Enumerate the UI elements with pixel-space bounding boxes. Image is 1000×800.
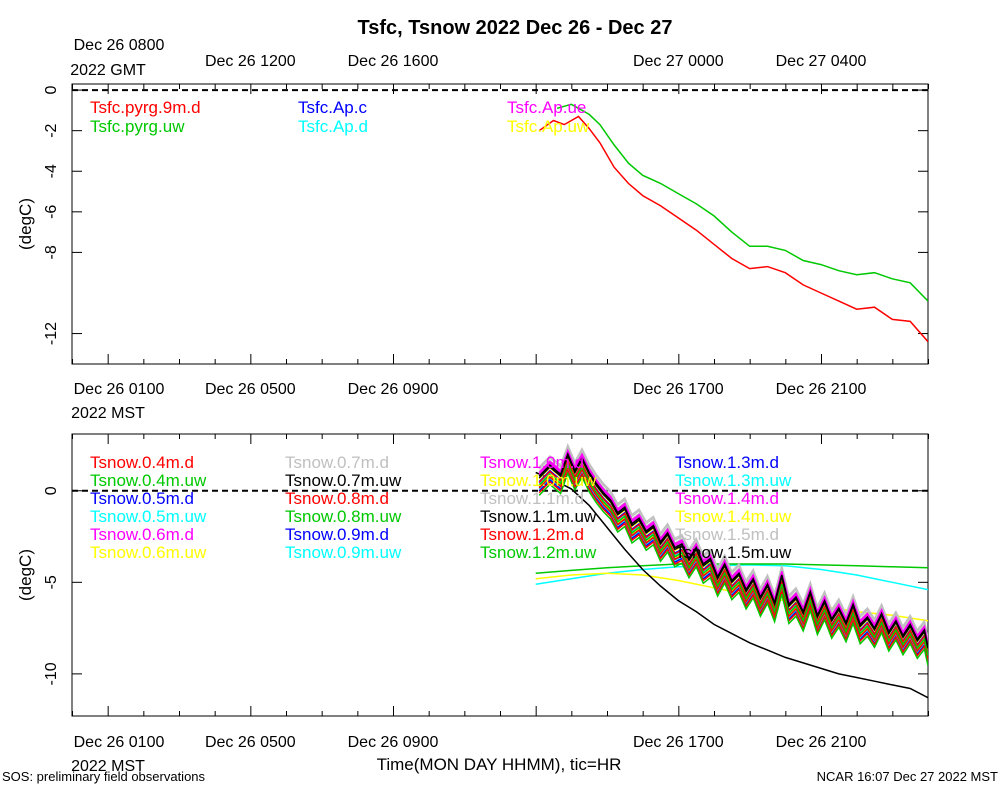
legend-entry-Tsfc.Ap.uw: Tsfc.Ap.uw (507, 117, 590, 136)
legend-entry-Tsnow.0.6m.d: Tsnow.0.6m.d (90, 525, 194, 544)
series-Tsnow.0.8m.uw (538, 461, 928, 656)
mst-axis-label-bottom-2: Dec 26 1700 (633, 734, 724, 751)
tsnow-y-tick-label: 0 (43, 486, 60, 495)
legend-entry-Tsnow.0.9m.d: Tsnow.0.9m.d (285, 525, 389, 544)
mst-axis-label-top-0: Dec 26 0500 (205, 381, 296, 398)
series-Tsnow.0.4m.uw (538, 471, 928, 666)
series-Tsnow.1.4m.d (538, 448, 928, 643)
tsnow-y-tick-label: -10 (43, 662, 60, 685)
tsnow-y-tick-label: -5 (43, 575, 60, 589)
legend-entry-Tsnow.0.7m.d: Tsnow.0.7m.d (285, 453, 389, 472)
legend-entry-Tsfc.Ap.c: Tsfc.Ap.c (298, 98, 367, 117)
mst-axis-label-bottom-3: Dec 26 2100 (776, 734, 867, 751)
tsnow-panel: 0-5-10(degC)Tsnow.0.4m.dTsnow.0.4m.uwTsn… (16, 433, 929, 717)
series-Tsnow.1.1m.uw (538, 452, 928, 647)
gmt-axis-label-late-0: Dec 27 0000 (633, 53, 724, 70)
legend-entry-Tsnow.1.4m.d: Tsnow.1.4m.d (675, 489, 779, 508)
legend-entry-Tsfc.Ap.d: Tsfc.Ap.d (298, 117, 368, 136)
mst-axis-first-label-line1-bottom: Dec 26 0100 (74, 734, 165, 751)
series-Tsnow.0.4m.d (538, 468, 928, 664)
series-Tsnow.1.0m.d (538, 450, 928, 645)
tsfc-y-axis-label: (degC) (16, 198, 35, 250)
mst-axis-label-top-1: Dec 26 0900 (348, 381, 439, 398)
tsfc-panel: 0 -2 -4 -6 -8 -12 (degC) Tsfc.pyrg.9m.dTsfc.pyr… (16, 83, 929, 365)
tsfc-y-tick-label: -8 (43, 245, 60, 259)
tsfc-y-tick-label: -2 (43, 123, 60, 137)
gmt-axis-label-1: Dec 26 1600 (348, 53, 439, 70)
legend-entry-Tsnow.1.1m.uw: Tsnow.1.1m.uw (480, 507, 597, 526)
mst-axis-label-top-2: Dec 26 1700 (633, 381, 724, 398)
legend-entry-Tsnow.1.3m.d: Tsnow.1.3m.d (675, 453, 779, 472)
x-axis-label: Time(MON DAY HHMM), tic=HR (377, 755, 622, 774)
series-Tsnow.0.7m.uw (538, 453, 928, 649)
series-Tsnow.1.5m.d (538, 442, 928, 638)
legend-entry-Tsnow.1.0m.uw: Tsnow.1.0m.uw (480, 471, 597, 490)
tsnow-y-axis-label: (degC) (16, 549, 35, 601)
mst-axis-labels-bottom: Dec 26 0500 Dec 26 0900 Dec 26 1700 Dec 26 … (205, 734, 867, 751)
legend-entry-Tsnow.0.4m.uw: Tsnow.0.4m.uw (90, 471, 207, 490)
series-Tsfc.pyrg.9m.d (538, 115, 928, 343)
legend-entry-Tsnow.0.5m.d: Tsnow.0.5m.d (90, 489, 194, 508)
series-Tsnow.1.2m.d (538, 458, 928, 653)
legend-entry-Tsnow.1.2m.uw: Tsnow.1.2m.uw (480, 543, 597, 562)
tsfc-y-tick-label: 0 (43, 86, 60, 95)
mst-axis-first-label-line1-top: Dec 26 0100 (74, 381, 165, 398)
footer-right: NCAR 16:07 Dec 27 2022 MST (817, 769, 998, 784)
mst-axis-first-label-line2-top: 2022 MST (71, 405, 145, 422)
legend-entry-Tsnow.1.2m.d: Tsnow.1.2m.d (480, 525, 584, 544)
legend-entry-Tsnow.0.5m.uw: Tsnow.0.5m.uw (90, 507, 207, 526)
legend-entry-Tsfc.pyrg.uw: Tsfc.pyrg.uw (90, 117, 185, 136)
legend-entry-Tsnow.0.8m.uw: Tsnow.0.8m.uw (285, 507, 402, 526)
legend-entry-Tsnow.0.7m.uw: Tsnow.0.7m.uw (285, 471, 402, 490)
legend-entry-Tsfc.pyrg.9m.d: Tsfc.pyrg.9m.d (90, 98, 201, 117)
mst-axis-label-bottom-0: Dec 26 0500 (205, 734, 296, 751)
tsfc-y-tick-label: -6 (43, 205, 60, 219)
legend-entry-Tsnow.1.3m.uw: Tsnow.1.3m.uw (675, 471, 792, 490)
legend-entry-Tsfc.Ap.ue: Tsfc.Ap.ue (507, 98, 586, 117)
series-Tsnow.1.5m.uw (535, 471, 928, 699)
gmt-axis-label-late-1: Dec 27 0400 (776, 53, 867, 70)
legend-entry-Tsnow.1.1m.d: Tsnow.1.1m.d (480, 489, 584, 508)
mst-axis-first-label-line2-bottom: 2022 MST (71, 758, 145, 775)
footer-left: SOS: preliminary field observations (2, 769, 206, 784)
series-Tsfc.pyrg.uw (556, 103, 928, 302)
tsfc-y-tick-label: -12 (43, 322, 60, 345)
mst-axis-label-top-3: Dec 26 2100 (776, 381, 867, 398)
gmt-axis-first-label-line2: 2022 GMT (70, 62, 146, 79)
legend-entry-Tsnow.1.4m.uw: Tsnow.1.4m.uw (675, 507, 792, 526)
legend-entry-Tsnow.0.4m.d: Tsnow.0.4m.d (90, 453, 194, 472)
series-Tsnow.0.7m.d (538, 444, 928, 640)
tsfc-plot-frame (71, 83, 929, 365)
legend-entry-Tsnow.1.0m.d: Tsnow.1.0m.d (480, 453, 584, 472)
legend-entry-Tsnow.0.8m.d: Tsnow.0.8m.d (285, 489, 389, 508)
legend-entry-Tsnow.1.5m.uw: Tsnow.1.5m.uw (675, 543, 792, 562)
gmt-axis-label-0: Dec 26 1200 (205, 53, 296, 70)
tsfc-y-tick-label: -4 (43, 164, 60, 178)
series-Tsnow.1.2m.uw (535, 563, 928, 574)
mst-axis-labels-top: Dec 26 0500 Dec 26 0900 Dec 26 1700 Dec 26 … (205, 381, 867, 398)
series-Tsnow.0.8m.d (538, 463, 928, 659)
gmt-axis-labels: Dec 26 1200 Dec 26 1600 Dec 27 0000 Dec 27 … (205, 53, 867, 70)
legend-entry-Tsnow.0.9m.uw: Tsnow.0.9m.uw (285, 543, 402, 562)
legend-entry-Tsnow.1.5m.d: Tsnow.1.5m.d (675, 525, 779, 544)
legend-entry-Tsnow.0.6m.uw: Tsnow.0.6m.uw (90, 543, 207, 562)
mst-axis-label-bottom-1: Dec 26 0900 (348, 734, 439, 751)
gmt-axis-first-label-line1: Dec 26 0800 (74, 37, 165, 54)
chart-title: Tsfc, Tsnow 2022 Dec 26 - Dec 27 (358, 17, 673, 39)
